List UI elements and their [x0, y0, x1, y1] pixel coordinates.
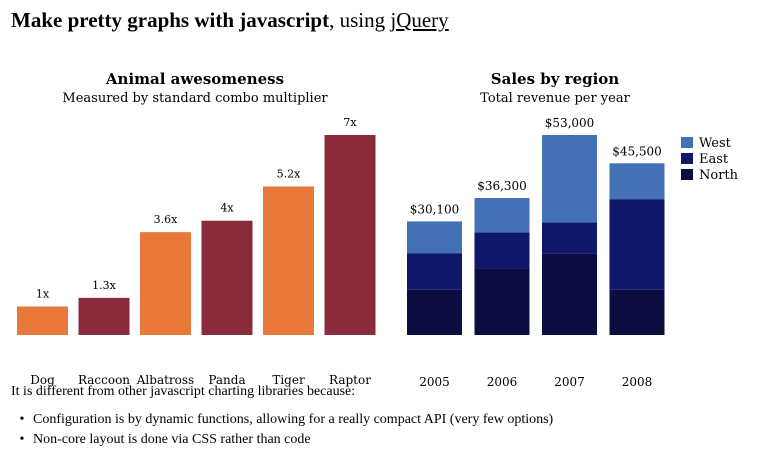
bar [324, 135, 376, 335]
stacked-segment [542, 222, 597, 254]
bar [263, 186, 314, 335]
stacked-segment [542, 253, 597, 335]
data-label: 1.3x [92, 279, 116, 292]
headline-bold: Make pretty graphs with javascript [11, 8, 330, 32]
bar [17, 306, 68, 335]
x-tick-label: Raptor [329, 373, 371, 387]
intro-text: It is different from other javascript ch… [11, 384, 356, 399]
x-tick-label: 2008 [622, 375, 653, 389]
headline-separator: , using [329, 8, 391, 32]
bullet-icon: • [19, 432, 25, 447]
data-label: 1x [36, 287, 50, 300]
chart-subtitle: Total revenue per year [480, 91, 630, 106]
legend-label: North [699, 168, 739, 183]
stacked-segment [407, 253, 462, 290]
stacked-segment [542, 135, 597, 223]
legend-swatch [681, 153, 693, 164]
reasons-list: • Configuration is by dynamic functions, … [11, 410, 554, 450]
x-tick-label: 2005 [419, 375, 450, 389]
stacked-segment [609, 289, 665, 335]
x-tick-label: 2006 [487, 375, 518, 389]
total-label: $45,500 [612, 144, 662, 158]
stacked-segment [474, 198, 530, 233]
bar [201, 220, 253, 335]
legend-swatch [681, 137, 693, 148]
stacked-segment [474, 232, 530, 269]
x-tick-label: 2007 [554, 375, 585, 389]
data-label: 5.2x [277, 167, 301, 180]
chart-title: Sales by region [491, 70, 620, 88]
x-tick-label: Tiger [272, 373, 305, 387]
total-label: $30,100 [410, 202, 460, 216]
stacked-segment [407, 221, 462, 254]
chart-title: Animal awesomeness [105, 70, 284, 88]
list-item: • Configuration is by dynamic functions, … [11, 410, 554, 430]
jquery-link[interactable]: jQuery [390, 8, 449, 32]
bullet-icon: • [19, 412, 25, 427]
page-headline: Make pretty graphs with javascript, usin… [11, 8, 449, 33]
stacked-segment [407, 289, 462, 335]
x-tick-label: Panda [208, 373, 245, 387]
total-label: $36,300 [477, 179, 527, 193]
stacked-segment [474, 268, 530, 335]
bar [78, 297, 130, 335]
stacked-segment [609, 199, 665, 290]
reason-text: Non-core layout is done via CSS rather t… [33, 432, 311, 447]
x-tick-label: Raccoon [78, 373, 130, 387]
bar [140, 232, 191, 335]
legend-label: East [699, 152, 729, 167]
x-tick-label: Dog [30, 373, 55, 387]
legend-swatch [681, 169, 693, 180]
total-label: $53,000 [545, 116, 595, 130]
x-tick-label: Albatross [136, 373, 194, 387]
stacked-segment [609, 163, 665, 200]
list-item: • Non-core layout is done via CSS rather … [11, 430, 553, 450]
chart-subtitle: Measured by standard combo multiplier [62, 91, 328, 106]
reason-text: Configuration is by dynamic functions, a… [33, 412, 554, 427]
data-label: 4x [220, 202, 234, 215]
data-label: 7x [343, 116, 357, 129]
data-label: 3.6x [154, 213, 178, 226]
legend-label: West [699, 136, 732, 151]
